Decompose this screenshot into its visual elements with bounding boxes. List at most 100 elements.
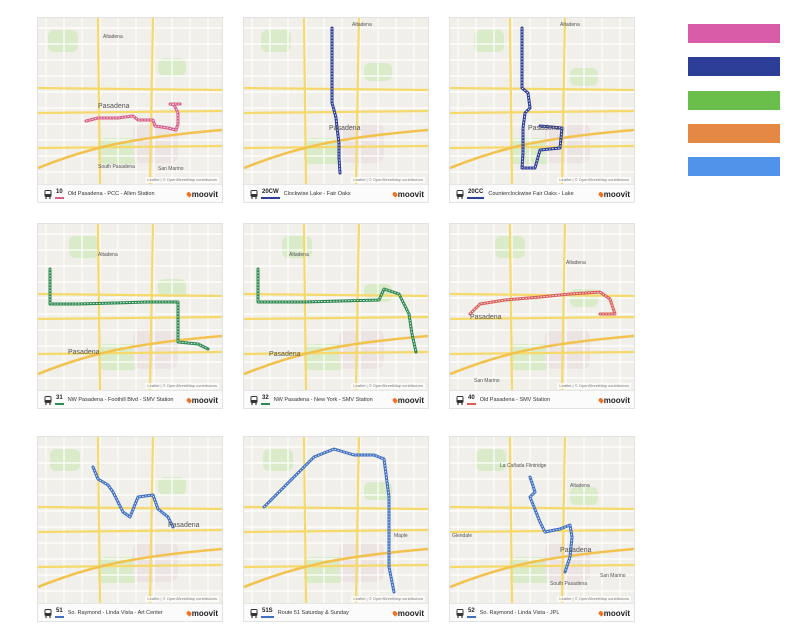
route-map[interactable]: Pasadena [38, 437, 222, 603]
bus-icon [455, 608, 465, 618]
route-name: NW Pasadena - Foothill Blvd - SMV Statio… [67, 397, 174, 403]
route-footer: 31 NW Pasadena - Foothill Blvd - SMV Stat… [38, 390, 222, 408]
moovit-logo: moovit [597, 395, 630, 405]
route-footer: 20CC Counterclockwise Fair Oaks - Lake moo… [450, 184, 634, 202]
legend-swatch-orange [688, 124, 780, 143]
place-label: Altadena [352, 22, 372, 28]
bus-icon [43, 608, 53, 618]
route-name: So. Raymond - Linda Vista - Art Center [67, 610, 163, 616]
map-attribution[interactable]: Leaflet | © OpenStreetMap contributors [351, 383, 425, 389]
moovit-logo: moovit [597, 190, 630, 199]
moovit-wordmark: moovit [397, 395, 424, 405]
route-map[interactable]: Altadena Pasadena San Marino South Pasadena [38, 18, 222, 184]
moovit-wordmark: moovit [191, 608, 218, 618]
place-label: Altadena [103, 34, 123, 40]
route-footer: 20CW Clockwise Lake - Fair Oaks moovit [244, 184, 428, 202]
route-card[interactable]: Altadena Pasadena Leaflet | © OpenStreetMa… [243, 17, 429, 203]
route-name: NW Pasadena - New York - SMV Station [273, 397, 373, 403]
place-label: Pasadena [329, 125, 361, 132]
route-map[interactable]: Altadena Pasadena [244, 224, 428, 390]
map-attribution[interactable]: Leaflet | © OpenStreetMap contributors [557, 177, 631, 183]
place-label: La Cañada Flintridge [500, 463, 547, 469]
map-attribution[interactable]: Leaflet | © OpenStreetMap contributors [145, 596, 219, 602]
route-card[interactable]: Pasadena Leaflet | © OpenStreetMap contri… [37, 436, 223, 622]
route-name: Old Pasadena - PCC - Allen Station [67, 191, 155, 197]
route-map[interactable]: La Cañada Flintridge Altadena Pasadena Glen… [450, 437, 634, 603]
place-label: Altadena [98, 252, 118, 258]
place-label: Glendale [452, 533, 472, 539]
place-label: Altadena [289, 252, 309, 258]
route-card[interactable]: Altadena Pasadena Leaflet | © OpenStreetMa… [243, 223, 429, 409]
route-number-badge: 10 [55, 189, 64, 199]
map-attribution[interactable]: Leaflet | © OpenStreetMap contributors [557, 383, 631, 389]
bus-icon [455, 395, 465, 405]
route-card[interactable]: Maple Leaflet | © OpenStreetMap contribut… [243, 436, 429, 622]
route-number-badge: 20CC [467, 189, 485, 199]
route-footer: 10 Old Pasadena - PCC - Allen Station moov… [38, 184, 222, 202]
moovit-logo: moovit [185, 189, 218, 199]
place-label: Maple [394, 533, 408, 539]
route-number-badge: 20CW [261, 189, 280, 199]
map-attribution[interactable]: Leaflet | © OpenStreetMap contributors [351, 596, 425, 602]
place-label: Pasadena [168, 522, 200, 529]
moovit-logo: moovit [185, 396, 218, 405]
legend-swatch-green [688, 91, 780, 110]
bus-icon [249, 395, 259, 405]
route-number-badge: 52 [467, 608, 476, 618]
place-label: Pasadena [560, 547, 592, 554]
place-label: South Pasadena [550, 581, 587, 587]
route-name: Old Pasadena - SMV Station [479, 397, 551, 403]
route-number-badge: 51S [261, 608, 274, 618]
route-map[interactable]: Altadena Pasadena [38, 224, 222, 390]
place-label: Altadena [566, 260, 586, 266]
route-map[interactable]: Maple [244, 437, 428, 603]
place-label: South Pasadena [98, 164, 135, 170]
route-card[interactable]: Altadena Pasadena San Marino Leaflet | © Op… [449, 223, 635, 409]
route-footer: 32 NW Pasadena - New York - SMV Station mo… [244, 390, 428, 408]
place-label: Pasadena [98, 103, 130, 110]
bus-icon [455, 189, 465, 199]
moovit-logo: moovit [597, 608, 630, 618]
moovit-wordmark: moovit [397, 189, 424, 199]
moovit-logo: moovit [185, 608, 218, 618]
place-label: San Marino [158, 166, 184, 172]
route-card[interactable]: Altadena Pasadena Leaflet | © OpenStreetMa… [449, 17, 635, 203]
map-attribution[interactable]: Leaflet | © OpenStreetMap contributors [145, 383, 219, 389]
moovit-wordmark: moovit [397, 608, 424, 618]
route-name: Counterclockwise Fair Oaks - Lake [488, 191, 574, 197]
place-label: Pasadena [68, 349, 100, 356]
route-map[interactable]: Altadena Pasadena [450, 18, 634, 184]
legend-swatch-blue [688, 157, 780, 176]
route-card[interactable]: Altadena Pasadena Leaflet | © OpenStreetMa… [37, 223, 223, 409]
map-attribution[interactable]: Leaflet | © OpenStreetMap contributors [351, 177, 425, 183]
route-number-badge: 32 [261, 395, 270, 405]
moovit-wordmark: moovit [603, 395, 630, 405]
route-card[interactable]: La Cañada Flintridge Altadena Pasadena Glen… [449, 436, 635, 622]
route-number-badge: 40 [467, 395, 476, 405]
route-footer: 40 Old Pasadena - SMV Station moovit [450, 390, 634, 408]
place-label: Altadena [570, 483, 590, 489]
moovit-wordmark: moovit [191, 189, 218, 199]
legend-swatch-pink [688, 24, 780, 43]
map-attribution[interactable]: Leaflet | © OpenStreetMap contributors [145, 177, 219, 183]
moovit-logo: moovit [391, 189, 424, 199]
moovit-logo: moovit [391, 395, 424, 405]
route-map[interactable]: Altadena Pasadena [244, 18, 428, 184]
legend-swatch-navy [688, 57, 780, 76]
bus-icon [249, 189, 259, 199]
route-map[interactable]: Altadena Pasadena San Marino [450, 224, 634, 390]
route-card[interactable]: Altadena Pasadena San Marino South Pasadena… [37, 17, 223, 203]
place-label: Altadena [560, 22, 580, 28]
route-name: Clockwise Lake - Fair Oaks [283, 191, 351, 197]
route-name: Route 51 Saturday & Sunday [277, 610, 349, 616]
bus-icon [43, 189, 53, 199]
route-footer: 51 So. Raymond - Linda Vista - Art Center… [38, 603, 222, 621]
place-label: Pasadena [470, 314, 502, 321]
route-number-badge: 31 [55, 395, 64, 405]
map-attribution[interactable]: Leaflet | © OpenStreetMap contributors [557, 596, 631, 602]
place-label: Pasadena [528, 125, 560, 132]
route-line [468, 290, 617, 316]
moovit-wordmark: moovit [603, 608, 630, 618]
place-label: Pasadena [269, 351, 301, 358]
route-footer: 52 So. Raymond - Linda Vista - JPL moovit [450, 603, 634, 621]
